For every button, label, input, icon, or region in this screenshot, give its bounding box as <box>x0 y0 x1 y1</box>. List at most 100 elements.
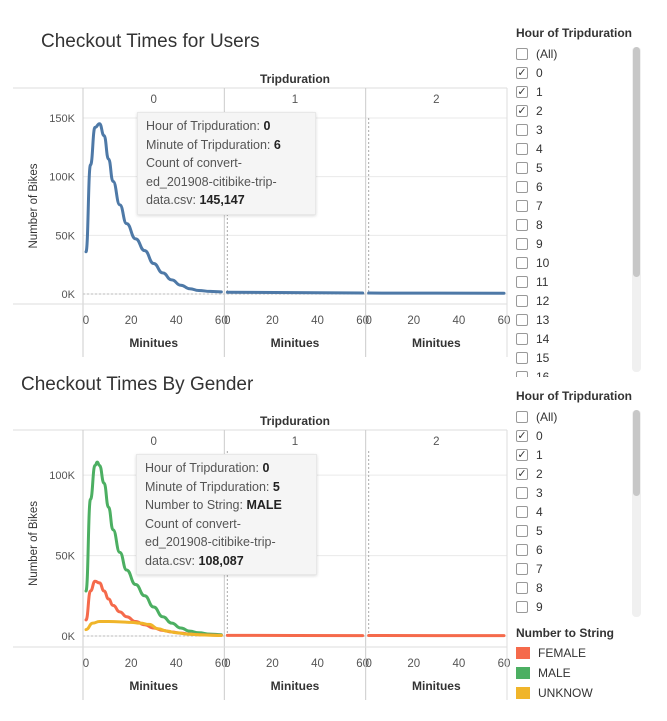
filter-checkbox[interactable] <box>516 218 528 231</box>
filter-item-11[interactable]: 11 <box>516 272 548 291</box>
filter-item-7[interactable]: 7 <box>516 196 543 215</box>
filter-item-label: 5 <box>536 523 543 538</box>
legend-item-male[interactable]: MALE <box>516 666 571 680</box>
filter-checkbox[interactable] <box>516 410 528 423</box>
filter-checkbox[interactable] <box>516 256 528 269</box>
facet-header: Tripduration <box>260 414 330 428</box>
filter-item-label: 4 <box>536 504 543 519</box>
filter-checkbox[interactable] <box>516 600 528 613</box>
filter-item-3[interactable]: 3 <box>516 120 543 139</box>
filter-item-label: 2 <box>536 466 543 481</box>
filter-checkbox[interactable] <box>516 123 528 136</box>
filter-item-3[interactable]: 3 <box>516 483 543 502</box>
legend-swatch <box>516 667 530 679</box>
filter-item-15[interactable]: 15 <box>516 348 549 367</box>
facet-label: 1 <box>292 94 298 106</box>
filter-checkbox[interactable]: ✓ <box>516 429 528 442</box>
filter-checkbox[interactable] <box>516 581 528 594</box>
gender-filter-scrollbar[interactable] <box>632 410 641 617</box>
legend-item-female[interactable]: FEMALE <box>516 646 586 660</box>
filter-item-8[interactable]: 8 <box>516 215 543 234</box>
filter-checkbox[interactable]: ✓ <box>516 448 528 461</box>
filter-item-label: 5 <box>536 160 543 175</box>
x-tick-label: 20 <box>407 658 420 670</box>
filter-checkbox[interactable]: ✓ <box>516 66 528 79</box>
filter-item-5[interactable]: 5 <box>516 521 543 540</box>
filter-checkbox[interactable] <box>516 47 528 60</box>
filter-item-4[interactable]: 4 <box>516 502 543 521</box>
filter-item-2[interactable]: ✓ 2 <box>516 464 543 483</box>
filter-checkbox[interactable] <box>516 199 528 212</box>
x-tick-label: 40 <box>170 658 183 670</box>
x-tick-label: 20 <box>266 315 279 327</box>
filter-item-14[interactable]: 14 <box>516 329 549 348</box>
filter-checkbox[interactable] <box>516 332 528 345</box>
filter-item-8[interactable]: 8 <box>516 578 543 597</box>
filter-item-label: 10 <box>536 255 550 270</box>
y-axis-label: Number of Bikes <box>28 163 40 248</box>
filter-item-13[interactable]: 13 <box>516 310 549 329</box>
filter-checkbox[interactable]: ✓ <box>516 85 528 98</box>
x-tick-label: 20 <box>407 315 420 327</box>
filter-checkbox[interactable] <box>516 237 528 250</box>
series-line-count-facet-0 <box>84 122 223 294</box>
y-tick-label: 150K <box>49 113 75 125</box>
filter-checkbox[interactable] <box>516 275 528 288</box>
filter-checkbox[interactable] <box>516 524 528 537</box>
y-tick-label: 100K <box>49 470 75 482</box>
x-axis-label: Minitues <box>129 679 178 693</box>
filter-item-0[interactable]: ✓ 0 <box>516 63 543 82</box>
filter-checkbox[interactable] <box>516 294 528 307</box>
x-tick-label: 20 <box>125 658 138 670</box>
filter-item-6[interactable]: 6 <box>516 540 543 559</box>
filter-item-10[interactable]: 10 <box>516 253 549 272</box>
filter-checkbox[interactable]: ✓ <box>516 104 528 117</box>
filter-item-4[interactable]: 4 <box>516 139 543 158</box>
filter-item-all[interactable]: (All) <box>516 407 557 426</box>
users-chart: Tripduration Number of Bikes 150K 100K 50K 0K… <box>13 72 510 357</box>
gender-filter-scroll-thumb[interactable] <box>633 410 640 496</box>
filter-item-label: 9 <box>536 599 543 614</box>
users-filter-scroll-thumb[interactable] <box>633 47 640 277</box>
filter-item-1[interactable]: ✓ 1 <box>516 82 543 101</box>
filter-item-6[interactable]: 6 <box>516 177 543 196</box>
legend-label: MALE <box>538 666 571 680</box>
y-tick-label: 0K <box>62 631 76 643</box>
x-axis-label: Minitues <box>271 679 320 693</box>
filter-checkbox[interactable] <box>516 142 528 155</box>
legend-label: UNKNOW <box>538 686 593 700</box>
filter-item-9[interactable]: 9 <box>516 234 543 253</box>
filter-item-all[interactable]: (All) <box>516 44 557 63</box>
filter-item-9[interactable]: 9 <box>516 597 543 616</box>
filter-item-16[interactable]: 16 <box>516 367 549 377</box>
filter-item-1[interactable]: ✓ 1 <box>516 445 543 464</box>
filter-checkbox[interactable] <box>516 486 528 499</box>
gender-chart-title: Checkout Times By Gender <box>21 374 254 395</box>
filter-item-0[interactable]: ✓ 0 <box>516 426 543 445</box>
filter-checkbox[interactable] <box>516 180 528 193</box>
filter-checkbox[interactable] <box>516 161 528 174</box>
filter-checkbox[interactable] <box>516 351 528 364</box>
users-tooltip: Hour of Tripduration: 0 Minute of Tripdu… <box>137 112 316 215</box>
filter-checkbox[interactable] <box>516 505 528 518</box>
filter-checkbox[interactable]: ✓ <box>516 467 528 480</box>
tooltip-string-value: MALE <box>246 498 282 512</box>
legend-item-unknow[interactable]: UNKNOW <box>516 686 593 700</box>
filter-item-2[interactable]: ✓ 2 <box>516 101 543 120</box>
x-tick-label: 40 <box>452 658 465 670</box>
filter-item-label: 11 <box>536 274 549 289</box>
users-filter-scrollbar[interactable] <box>632 47 641 372</box>
filter-item-12[interactable]: 12 <box>516 291 549 310</box>
filter-checkbox[interactable] <box>516 370 528 377</box>
gender-hour-filter: (All) ✓ 0 ✓ 1 ✓ 2 3 4 5 6 7 8 9 <box>516 407 626 617</box>
filter-checkbox[interactable] <box>516 562 528 575</box>
facet-label: 2 <box>433 94 439 106</box>
filter-item-7[interactable]: 7 <box>516 559 543 578</box>
y-axis-label: Number of Bikes <box>28 501 40 586</box>
filter-checkbox[interactable] <box>516 313 528 326</box>
y-tick-label: 0K <box>62 289 76 301</box>
filter-item-5[interactable]: 5 <box>516 158 543 177</box>
filter-checkbox[interactable] <box>516 543 528 556</box>
gender-tooltip: Hour of Tripduration: 0 Minute of Tripdu… <box>136 454 317 575</box>
